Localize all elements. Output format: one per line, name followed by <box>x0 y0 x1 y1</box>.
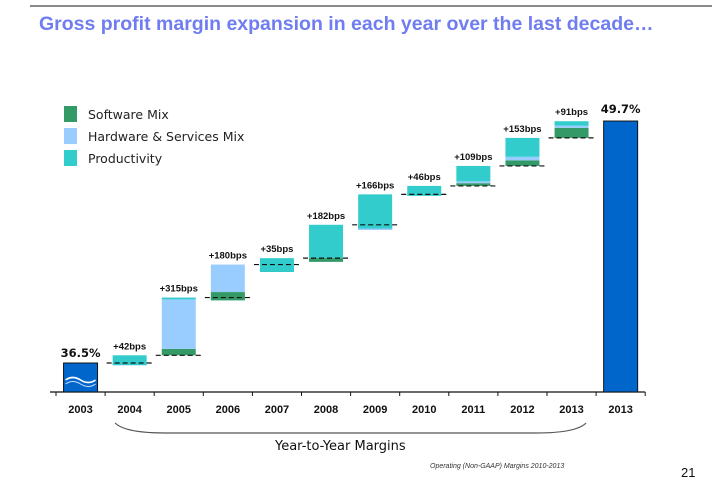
year-range-bracket <box>114 422 587 434</box>
bar-segment-2009-productivity <box>358 194 393 229</box>
data-label-2013-total: 49.7% <box>601 102 641 116</box>
x-tick-label: 2006 <box>216 404 240 416</box>
bar-segment-2006-software-mix <box>210 292 245 301</box>
legend-swatch-hardware-services-mix <box>64 128 77 144</box>
bar-segment-2011-productivity <box>456 165 491 182</box>
bar-segment-2012-hardware-services-mix <box>505 156 540 161</box>
footnote: Operating (Non-GAAP) Margins 2010-2013 <box>430 463 565 470</box>
bar-segment-2005-productivity <box>161 297 196 300</box>
top-rule <box>30 5 712 7</box>
bar-segment-2013-software-mix <box>554 127 589 138</box>
bar-segment-2008-software-mix <box>309 258 344 262</box>
legend-swatch-productivity <box>64 150 77 166</box>
x-axis-title: Year-to-Year Margins <box>275 439 406 454</box>
x-tick-label: 2011 <box>461 404 485 416</box>
x-tick-label: 2012 <box>510 404 534 416</box>
legend-swatch-software-mix <box>64 106 77 122</box>
data-label-2010: +46bps <box>408 172 441 183</box>
x-tick-label: 2005 <box>167 404 191 416</box>
axis-break-wave-icon <box>65 376 97 384</box>
bar-segment-2007-productivity <box>259 258 294 272</box>
x-tick-label: 2004 <box>117 404 142 416</box>
legend-item-software-mix: Software Mix <box>64 103 244 125</box>
x-tick-label: 2013 <box>608 404 632 416</box>
x-tick-label: 2008 <box>314 404 338 416</box>
legend-label: Productivity <box>88 150 163 166</box>
data-label-2009: +166bps <box>356 180 394 191</box>
bar-segment-2009-hardware-services-mix <box>358 228 393 230</box>
bar-segment-2004-productivity <box>112 355 147 366</box>
data-label-2008: +182bps <box>307 211 345 222</box>
bar-segment-2005-hardware-services-mix <box>161 299 196 349</box>
data-label-2011: +109bps <box>454 152 492 163</box>
bar-segment-2011-hardware-services-mix <box>456 181 491 184</box>
slide-title: Gross profit margin expansion in each ye… <box>39 13 654 35</box>
bar-segment-2013-productivity <box>554 121 589 126</box>
legend-item-productivity: Productivity <box>64 147 244 169</box>
legend-item-hardware-services-mix: Hardware & Services Mix <box>64 125 244 147</box>
legend-label: Software Mix <box>88 106 169 122</box>
bar-segment-2006-hardware-services-mix <box>210 264 245 293</box>
bar-segment-2012-software-mix <box>505 160 540 166</box>
x-tick-label: 2010 <box>412 404 436 416</box>
data-label-2007: +35bps <box>260 244 293 255</box>
page-number: 21 <box>681 465 696 480</box>
data-label-2003-total: 36.5% <box>61 346 101 360</box>
bar-segment-2008-productivity <box>309 224 344 259</box>
x-tick-label: 2007 <box>265 404 289 416</box>
axis-break-wave-icon <box>65 381 96 387</box>
bar-segment-2005-software-mix <box>161 348 196 356</box>
bar-segment-2010-productivity <box>407 185 442 196</box>
data-label-2004: +42bps <box>113 341 146 352</box>
data-label-2013: +91bps <box>555 107 588 118</box>
legend: Software Mix Hardware & Services Mix Pro… <box>64 103 244 169</box>
x-tick-label: 2013 <box>559 404 583 416</box>
bar-segment-2013-hardware-services-mix <box>554 125 589 128</box>
bar-segment-2012-productivity <box>505 137 540 157</box>
bar-segment-2011-software-mix <box>456 183 491 186</box>
bar-2013-total <box>603 120 639 393</box>
x-tick-label: 2003 <box>68 404 92 416</box>
legend-label: Hardware & Services Mix <box>88 128 245 144</box>
data-label-2006: +180bps <box>209 251 247 262</box>
x-tick-label: 2009 <box>363 404 387 416</box>
data-label-2005: +315bps <box>160 284 198 295</box>
data-label-2012: +153bps <box>503 124 541 135</box>
